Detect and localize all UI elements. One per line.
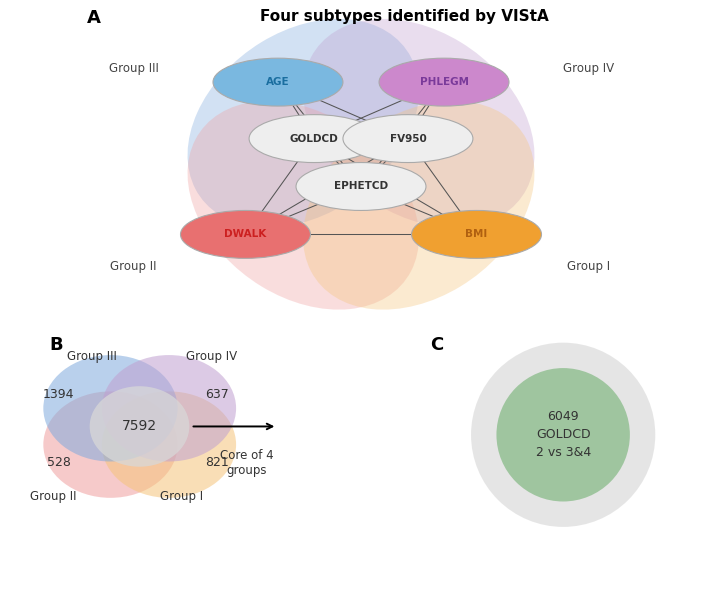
Text: FV950: FV950 xyxy=(390,133,426,143)
Text: GOLDCD: GOLDCD xyxy=(290,133,339,143)
Text: EPHETCD: EPHETCD xyxy=(334,182,388,192)
Ellipse shape xyxy=(188,101,419,310)
Ellipse shape xyxy=(90,386,189,467)
Ellipse shape xyxy=(188,19,419,228)
Text: Group III: Group III xyxy=(108,62,159,75)
Ellipse shape xyxy=(343,114,473,163)
Text: 528: 528 xyxy=(46,456,71,469)
Text: Group IV: Group IV xyxy=(563,62,614,75)
Text: 637: 637 xyxy=(205,388,228,401)
Text: Group I: Group I xyxy=(160,490,204,503)
Text: DWALK: DWALK xyxy=(225,230,266,240)
Ellipse shape xyxy=(412,211,542,258)
Ellipse shape xyxy=(43,355,178,461)
Text: BMI: BMI xyxy=(466,230,487,240)
Text: 821: 821 xyxy=(205,456,228,469)
Ellipse shape xyxy=(249,114,379,163)
Ellipse shape xyxy=(43,391,178,498)
Text: 1394: 1394 xyxy=(43,388,74,401)
Ellipse shape xyxy=(213,58,343,106)
Text: AGE: AGE xyxy=(266,77,290,87)
Text: PHLEGM: PHLEGM xyxy=(419,77,469,87)
Text: Four subtypes identified by VIStA: Four subtypes identified by VIStA xyxy=(260,8,549,24)
Ellipse shape xyxy=(180,211,310,258)
Text: Group I: Group I xyxy=(567,260,610,273)
Text: C: C xyxy=(430,336,443,353)
Ellipse shape xyxy=(379,58,509,106)
Ellipse shape xyxy=(296,163,426,211)
Text: B: B xyxy=(50,336,63,353)
Text: Group II: Group II xyxy=(110,260,157,273)
Circle shape xyxy=(497,368,630,502)
Text: Group III: Group III xyxy=(67,350,117,363)
Text: Group IV: Group IV xyxy=(186,350,238,363)
Circle shape xyxy=(471,343,656,527)
Ellipse shape xyxy=(303,101,534,310)
Ellipse shape xyxy=(102,391,236,498)
Text: Group II: Group II xyxy=(30,490,77,503)
Text: 6049
GOLDCD
2 vs 3&4: 6049 GOLDCD 2 vs 3&4 xyxy=(536,410,591,459)
Ellipse shape xyxy=(102,355,236,461)
Ellipse shape xyxy=(303,19,534,228)
Text: A: A xyxy=(87,8,101,27)
Text: 7592: 7592 xyxy=(122,419,157,434)
Text: Core of 4
groups: Core of 4 groups xyxy=(220,448,274,477)
